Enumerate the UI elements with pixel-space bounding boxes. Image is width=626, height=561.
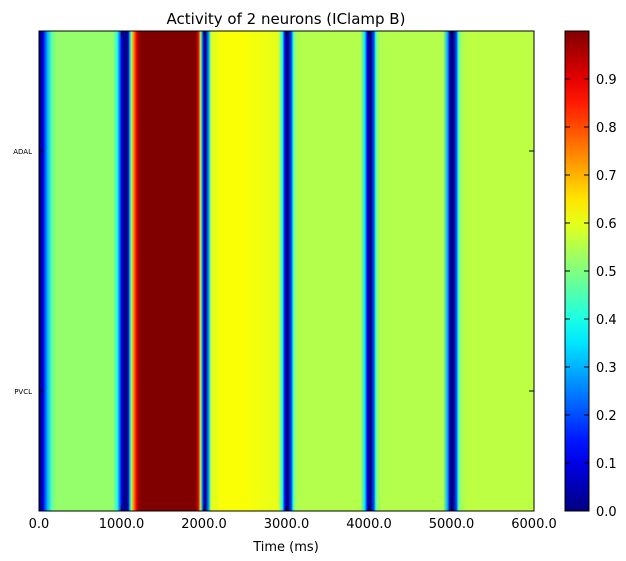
x-tick-label: 6000.0 — [511, 517, 557, 532]
heatmap-band — [39, 31, 534, 511]
plot-area — [38, 30, 535, 512]
colorbar-ticks: 0.0 0.1 0.2 0.3 0.4 0.5 0.6 0.7 0.8 0.9 — [565, 73, 617, 520]
colorbar-tick-label: 0.4 — [596, 313, 617, 328]
x-axis-label: Time (ms) — [252, 540, 319, 555]
x-tick-label: 4000.0 — [346, 517, 392, 532]
chart-title: Activity of 2 neurons (IClamp B) — [167, 10, 406, 28]
x-tick-label: 0.0 — [29, 517, 50, 532]
colorbar-tick-label: 0.1 — [596, 457, 617, 472]
colorbar: 0.0 0.1 0.2 0.3 0.4 0.5 0.6 0.7 0.8 0.9 — [564, 30, 617, 520]
y-axis: ADAL PVCL — [13, 148, 534, 396]
colorbar-tick-label: 0.6 — [596, 217, 617, 232]
colorbar-tick-label: 0.7 — [596, 169, 617, 184]
row-label-adal: ADAL — [13, 148, 32, 156]
colorbar-tick-label: 0.9 — [596, 73, 617, 88]
x-tick-label: 3000.0 — [264, 517, 310, 532]
colorbar-tick-label: 0.3 — [596, 361, 617, 376]
colorbar-tick-label: 0.8 — [596, 121, 617, 136]
row-label-pvcl: PVCL — [14, 388, 32, 396]
colorbar-tick-label: 0.5 — [596, 265, 617, 280]
x-axis: 0.0 1000.0 2000.0 3000.0 4000.0 5000.0 6000.0 — [29, 31, 557, 532]
x-tick-label: 5000.0 — [429, 517, 475, 532]
colorbar-tick-label: 0.0 — [596, 505, 617, 520]
colorbar-tick-label: 0.2 — [596, 409, 617, 424]
x-tick-label: 2000.0 — [181, 517, 227, 532]
x-tick-label: 1000.0 — [99, 517, 145, 532]
